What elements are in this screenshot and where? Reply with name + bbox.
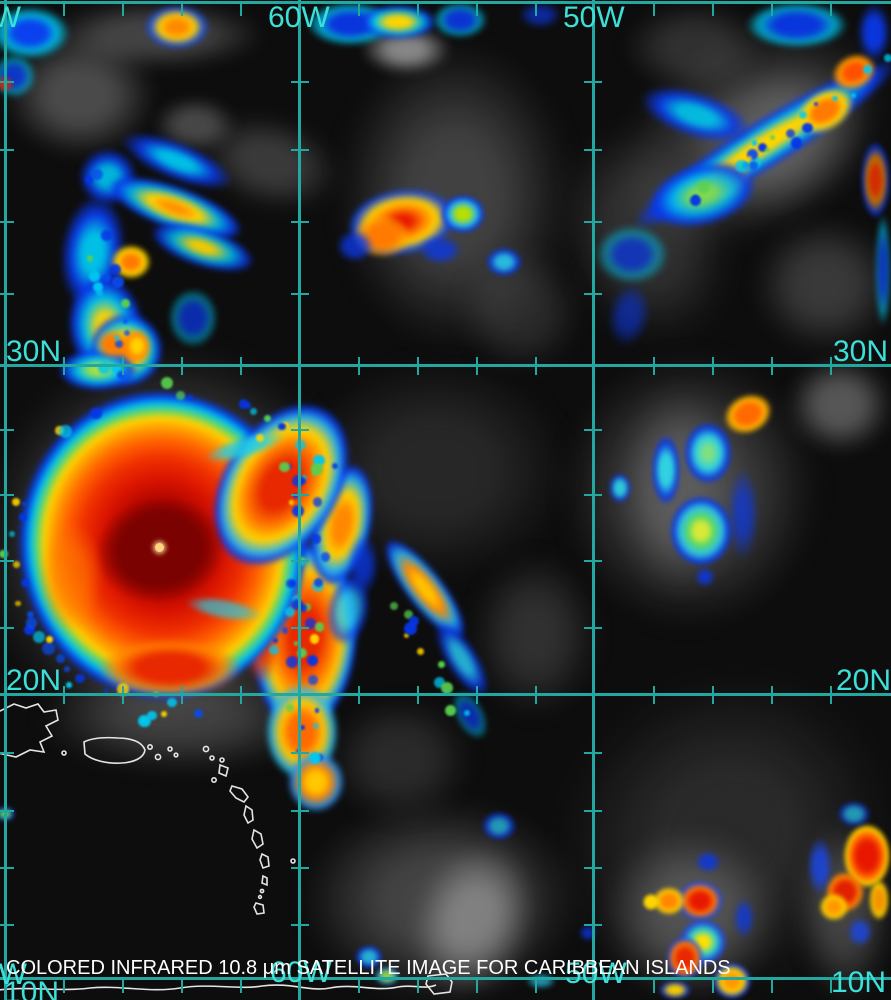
label-lon-50w-top: 50W [563,1,625,34]
label-lat-30n-left: 30N [6,335,62,368]
gridline-60w [298,0,301,1000]
caption-line-1: COLORED INFRARED 10.8 μm SATELLITE IMAGE… [6,957,731,979]
label-lat-30n-right: 30N [833,335,889,368]
trinidad-coast [425,973,453,995]
hispaniola-coast [0,703,59,758]
hurricane-eye [155,543,164,552]
label-lat-20n-right: 20N [836,664,891,697]
gridline-30n [0,364,891,367]
guadeloupe-coast [229,785,250,804]
gridline-top-border [0,1,891,4]
south-america-coast [0,984,437,991]
gridline-20n [0,693,891,696]
label-lon-60w-top: 60W [268,1,330,34]
gridline-70w [4,0,7,1000]
label-lat-20n-left: 20N [6,664,62,697]
gridline-10n [0,977,891,980]
hurricane-west-band [34,512,108,642]
label-lat-10n-left: 10N [4,976,60,1000]
label-lon-70w-bottom: 0W [0,958,27,991]
puerto-rico-coast [83,736,146,764]
label-lon-60w-bottom: 60W [270,956,332,989]
caption: COLORED INFRARED 10.8 μm SATELLITE IMAGE… [6,913,731,1000]
gridline-50w [592,0,595,1000]
label-lon-50w-bottom: 50W [565,957,627,990]
label-lat-10n-right: 10N [831,966,887,999]
label-lon-70w-top: 0W [0,1,21,34]
